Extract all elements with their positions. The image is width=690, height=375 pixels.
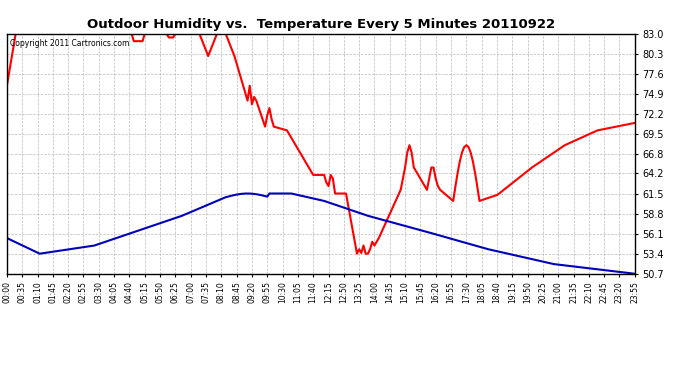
Text: Copyright 2011 Cartronics.com: Copyright 2011 Cartronics.com	[10, 39, 130, 48]
Title: Outdoor Humidity vs.  Temperature Every 5 Minutes 20110922: Outdoor Humidity vs. Temperature Every 5…	[87, 18, 555, 31]
